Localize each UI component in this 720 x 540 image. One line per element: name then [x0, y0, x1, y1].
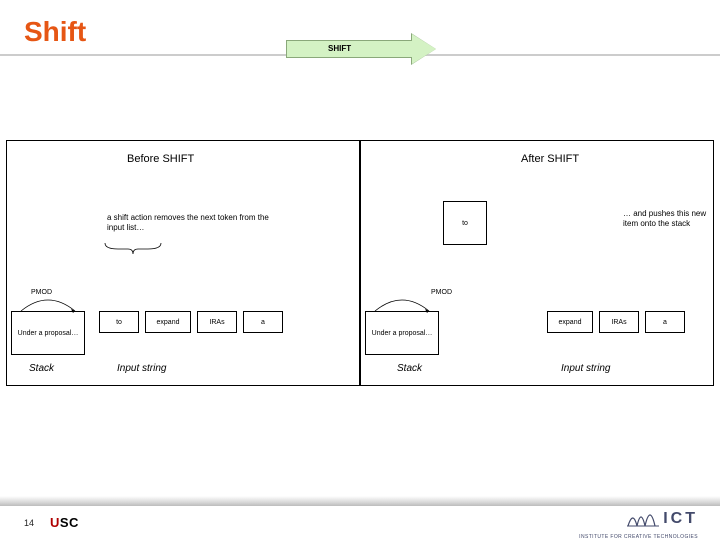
after-panel: After SHIFT … and pushes this new item o…	[360, 140, 714, 386]
stack-label-right: Stack	[397, 363, 422, 374]
ict-subtitle: INSTITUTE FOR CREATIVE TECHNOLOGIES	[579, 534, 698, 540]
slide-title: Shift	[24, 16, 86, 48]
ict-text: ICT	[663, 510, 698, 528]
input-cell: IRAs	[197, 311, 237, 333]
input-cell: a	[645, 311, 685, 333]
usc-logo: USC	[50, 515, 79, 530]
pushed-token: to	[443, 201, 487, 245]
input-cell: IRAs	[599, 311, 639, 333]
brace-icon	[103, 241, 163, 255]
before-header: Before SHIFT	[127, 153, 194, 165]
shift-arrow: SHIFT	[286, 34, 436, 64]
stack-cell: Under a proposal…	[11, 311, 85, 355]
usc-u: U	[50, 515, 60, 530]
shift-arrow-label: SHIFT	[328, 44, 351, 53]
before-desc: a shift action removes the next token fr…	[107, 213, 277, 233]
footer: 14 USC ICT INSTITUTE FOR CREATIVE TECHNO…	[0, 492, 720, 540]
input-cell: expand	[547, 311, 593, 333]
input-cell: to	[99, 311, 139, 333]
page-number: 14	[24, 518, 34, 528]
stack-cell: Under a proposal…	[365, 311, 439, 355]
input-cell: a	[243, 311, 283, 333]
input-label-left: Input string	[117, 363, 166, 374]
ict-wave-icon	[627, 506, 659, 532]
ict-logo: ICT	[558, 504, 698, 534]
stack-label-left: Stack	[29, 363, 54, 374]
usc-sc: SC	[60, 515, 79, 530]
slide: Shift SHIFT Before SHIFT a shift action …	[0, 0, 720, 540]
input-label-right: Input string	[561, 363, 610, 374]
before-panel: Before SHIFT a shift action removes the …	[6, 140, 360, 386]
after-header: After SHIFT	[521, 153, 579, 165]
input-cell: expand	[145, 311, 191, 333]
after-desc: … and pushes this new item onto the stac…	[623, 209, 713, 229]
